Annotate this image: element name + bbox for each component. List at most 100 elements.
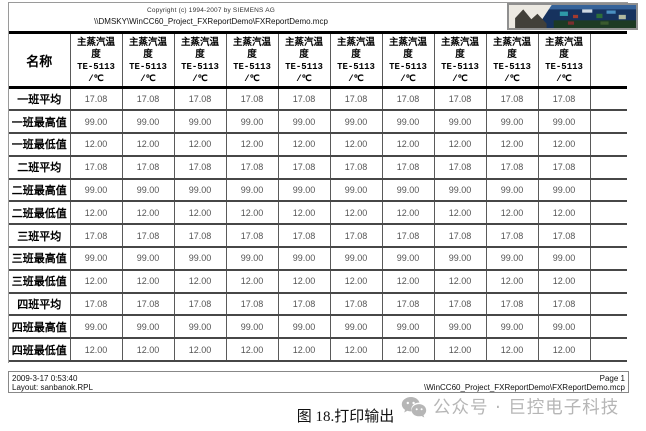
- value-cell: 12.00: [226, 133, 279, 157]
- row-label: 三班最低值: [9, 269, 71, 294]
- table-head: 名称 主蒸汽温度 TE-5113/℃ 主蒸汽温度 TE-5113/℃ 主蒸汽温度 TE-51…: [9, 32, 627, 89]
- value-cell: 99.00: [70, 247, 123, 271]
- value-cell: 17.08: [174, 87, 227, 112]
- empty-cell: [590, 315, 627, 340]
- value-cell: 99.00: [434, 247, 487, 271]
- value-cell: 17.08: [538, 292, 591, 317]
- value-cell: 12.00: [382, 269, 435, 294]
- value-cell: 99.00: [70, 110, 123, 135]
- value-cell: 99.00: [174, 315, 227, 340]
- value-cell: 12.00: [122, 201, 175, 226]
- value-cell: 99.00: [122, 247, 175, 271]
- row-label: 一班最低值: [9, 133, 71, 157]
- value-cell: 99.00: [122, 315, 175, 340]
- value-cell: 17.08: [330, 155, 383, 180]
- table-row: 一班最低值 12.00 12.00 12.00 12.00 12.00 12.00 12.00…: [9, 133, 627, 157]
- value-cell: 12.00: [486, 133, 539, 157]
- row-label: 二班平均: [9, 155, 71, 180]
- value-cell: 12.00: [226, 338, 279, 363]
- value-cell: 17.08: [486, 292, 539, 317]
- value-cell: 17.08: [486, 155, 539, 180]
- value-cell: 17.08: [226, 292, 279, 317]
- value-cell: 17.08: [278, 87, 331, 112]
- value-cell: 12.00: [174, 201, 227, 226]
- value-cell: 12.00: [486, 269, 539, 294]
- value-cell: 99.00: [382, 315, 435, 340]
- value-cell: 17.08: [382, 87, 435, 112]
- value-cell: 12.00: [382, 338, 435, 363]
- value-cell: 99.00: [174, 247, 227, 271]
- figure-caption: 图 18.打印输出: [296, 409, 395, 425]
- value-cell: 17.08: [486, 87, 539, 112]
- table-row: 三班最低值 12.00 12.00 12.00 12.00 12.00 12.00 12.00…: [9, 269, 627, 294]
- empty-cell: [590, 292, 627, 317]
- value-cell: 12.00: [486, 338, 539, 363]
- value-cell: 99.00: [278, 247, 331, 271]
- value-cell: 99.00: [382, 178, 435, 203]
- value-cell: 17.08: [278, 224, 331, 249]
- value-cell: 12.00: [434, 338, 487, 363]
- value-cell: 17.08: [330, 87, 383, 112]
- row-label: 一班最高值: [9, 110, 71, 135]
- column-header-main-steam-temperature: 主蒸汽温度 TE-5113/℃: [382, 32, 435, 89]
- empty-cell: [590, 224, 627, 249]
- table-row: 二班平均 17.08 17.08 17.08 17.08 17.08 17.08 17.08 1…: [9, 155, 627, 180]
- value-cell: 17.08: [382, 292, 435, 317]
- value-cell: 17.08: [278, 292, 331, 317]
- empty-cell: [590, 269, 627, 294]
- empty-column-header: [590, 32, 627, 89]
- table-row: 二班最高值 99.00 99.00 99.00 99.00 99.00 99.00 99.00…: [9, 178, 627, 203]
- wechat-icon: [401, 396, 427, 417]
- value-cell: 99.00: [226, 315, 279, 340]
- report-page: Copyright (c) 1994-2007 by SIEMENS AG \\…: [8, 2, 628, 363]
- value-cell: 12.00: [538, 133, 591, 157]
- value-cell: 12.00: [330, 201, 383, 226]
- copyright-line: Copyright (c) 1994-2007 by SIEMENS AG: [146, 7, 276, 14]
- empty-cell: [590, 178, 627, 203]
- table-row: 四班最高值 99.00 99.00 99.00 99.00 99.00 99.00 99.00…: [9, 315, 627, 340]
- value-cell: 12.00: [278, 201, 331, 226]
- value-cell: 17.08: [434, 224, 487, 249]
- watermark-text: 公众号 · 巨控电子科技: [433, 398, 620, 418]
- value-cell: 99.00: [382, 247, 435, 271]
- empty-cell: [590, 155, 627, 180]
- table-row: 四班最低值 12.00 12.00 12.00 12.00 12.00 12.00 12.00…: [9, 338, 627, 363]
- row-label: 三班最高值: [9, 247, 71, 271]
- value-cell: 99.00: [226, 178, 279, 203]
- value-cell: 12.00: [382, 133, 435, 157]
- column-header-main-steam-temperature: 主蒸汽温度 TE-5113/℃: [434, 32, 487, 89]
- header-photo-image: [507, 3, 638, 30]
- value-cell: 12.00: [70, 269, 123, 294]
- value-cell: 99.00: [434, 178, 487, 203]
- value-cell: 99.00: [278, 315, 331, 340]
- column-header-main-steam-temperature: 主蒸汽温度 TE-5113/℃: [122, 32, 175, 89]
- photo-thumbnail-graphic: [509, 5, 636, 28]
- watermark: 公众号 · 巨控电子科技: [401, 394, 619, 419]
- header-row: 名称 主蒸汽温度 TE-5113/℃ 主蒸汽温度 TE-5113/℃ 主蒸汽温度 TE-51…: [9, 32, 627, 89]
- value-cell: 17.08: [278, 155, 331, 180]
- column-header-main-steam-temperature: 主蒸汽温度 TE-5113/℃: [538, 32, 591, 89]
- value-cell: 17.08: [382, 155, 435, 180]
- table-row: 二班最低值 12.00 12.00 12.00 12.00 12.00 12.00 12.00…: [9, 201, 627, 226]
- value-cell: 17.08: [538, 155, 591, 180]
- value-cell: 17.08: [122, 87, 175, 112]
- empty-cell: [590, 338, 627, 363]
- value-cell: 99.00: [486, 110, 539, 135]
- value-cell: 17.08: [538, 224, 591, 249]
- report-table: 名称 主蒸汽温度 TE-5113/℃ 主蒸汽温度 TE-5113/℃ 主蒸汽温度 TE-51…: [9, 31, 627, 363]
- table-row: 一班最高值 99.00 99.00 99.00 99.00 99.00 99.00 99.00…: [9, 110, 627, 135]
- table-row: 三班最高值 99.00 99.00 99.00 99.00 99.00 99.00 99.00…: [9, 247, 627, 271]
- row-label: 四班最高值: [9, 315, 71, 340]
- value-cell: 99.00: [330, 110, 383, 135]
- table-row: 三班平均 17.08 17.08 17.08 17.08 17.08 17.08 17.08 1…: [9, 224, 627, 249]
- value-cell: 17.08: [538, 87, 591, 112]
- value-cell: 17.08: [70, 155, 123, 180]
- value-cell: 17.08: [174, 155, 227, 180]
- column-header-main-steam-temperature: 主蒸汽温度 TE-5113/℃: [226, 32, 279, 89]
- column-header-main-steam-temperature: 主蒸汽温度 TE-5113/℃: [174, 32, 227, 89]
- value-cell: 17.08: [382, 224, 435, 249]
- value-cell: 12.00: [70, 338, 123, 363]
- value-cell: 99.00: [278, 110, 331, 135]
- value-cell: 12.00: [434, 201, 487, 226]
- value-cell: 99.00: [330, 315, 383, 340]
